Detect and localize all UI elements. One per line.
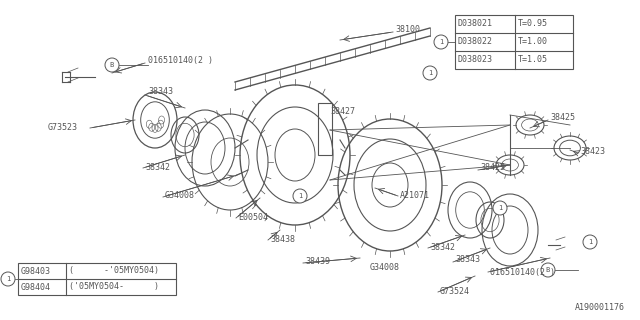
Circle shape [423,66,437,80]
Text: 1: 1 [298,193,302,199]
Text: G73524: G73524 [440,287,470,297]
Text: T=0.95: T=0.95 [518,20,548,28]
Circle shape [1,272,15,286]
Text: 38439: 38439 [305,258,330,267]
Text: T=1.00: T=1.00 [518,37,548,46]
Circle shape [434,35,448,49]
Text: 38343: 38343 [455,255,480,265]
Bar [455,15,573,69]
Text: A21071: A21071 [400,190,430,199]
Text: A190001176: A190001176 [575,303,625,312]
Text: 1: 1 [439,39,443,45]
Circle shape [105,58,119,72]
Text: 38100: 38100 [395,26,420,35]
Text: 1: 1 [498,205,502,211]
Text: D038021: D038021 [458,20,493,28]
Text: ('05MY0504-      ): ('05MY0504- ) [69,283,159,292]
Bar [18,263,176,295]
Text: B: B [110,62,114,68]
Text: G34008: G34008 [165,191,195,201]
Circle shape [583,235,597,249]
Circle shape [493,201,507,215]
Circle shape [541,263,555,277]
Bar [318,103,332,155]
Text: D038022: D038022 [458,37,493,46]
Text: G98404: G98404 [21,283,51,292]
Text: D038023: D038023 [458,55,493,65]
Text: 38423: 38423 [580,148,605,156]
Circle shape [293,189,307,203]
Text: 38343: 38343 [148,87,173,97]
Text: 016510140(2 ): 016510140(2 ) [148,55,213,65]
Text: G34008: G34008 [370,263,400,273]
Text: 38342: 38342 [145,164,170,172]
Text: G73523: G73523 [48,124,78,132]
Text: 1: 1 [428,70,432,76]
Text: 1: 1 [588,239,592,245]
Text: 38438: 38438 [270,236,295,244]
Text: 016510140(2 ): 016510140(2 ) [490,268,555,276]
Text: 1: 1 [6,276,10,282]
Text: 38425: 38425 [550,114,575,123]
Text: 38427: 38427 [330,108,355,116]
Text: 38342: 38342 [430,244,455,252]
Text: B: B [546,267,550,273]
Text: T=1.05: T=1.05 [518,55,548,65]
Text: G98403: G98403 [21,267,51,276]
Text: E00504: E00504 [238,213,268,222]
Text: (      -'05MY0504): ( -'05MY0504) [69,267,159,276]
Text: 38425: 38425 [480,164,505,172]
